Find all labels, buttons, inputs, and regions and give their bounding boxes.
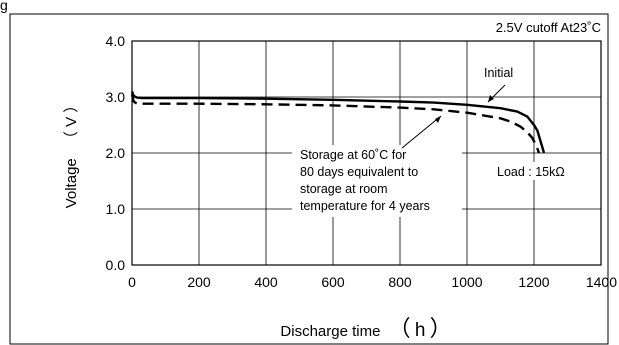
storage-leader-line	[401, 115, 442, 149]
x-axis-unit-close: ）	[430, 316, 452, 341]
storage-label-line-2: 80 days equivalent to	[300, 165, 418, 179]
y-axis-unit-open: （	[63, 131, 80, 146]
storage-label-line-3: storage at room	[300, 182, 388, 196]
y-tick-label: 4.0	[106, 33, 126, 49]
y-axis-unit-close: ）	[63, 98, 80, 113]
x-axis-unit: h	[415, 320, 426, 341]
x-tick-label: 1400	[586, 274, 617, 290]
initial-arrowhead	[488, 95, 494, 102]
x-tick-label: 800	[388, 274, 412, 290]
x-axis-unit-open: （	[389, 316, 411, 341]
x-tick-label: 600	[321, 274, 345, 290]
y-tick-label: 3.0	[106, 89, 126, 105]
initial-label-box	[480, 64, 522, 82]
x-tick-labels: 0 200 400 600 800 1000 1200 1400	[128, 274, 617, 290]
x-tick-label: 1200	[518, 274, 549, 290]
load-label: Load : 15kΩ	[497, 165, 565, 179]
x-axis-title: Discharge time （ h ）	[280, 316, 451, 341]
storage-label-line-4: temperature for 4 years	[300, 199, 430, 213]
y-axis-title: Voltage （ V ）	[63, 98, 80, 209]
chart-frame	[9, 13, 609, 345]
x-axis-label: Discharge time	[280, 323, 380, 340]
initial-label: Initial	[484, 66, 513, 80]
storage-label-line-1: Storage at 60˚C for	[300, 148, 406, 162]
x-tick-label: 0	[128, 274, 136, 290]
plot-area	[131, 40, 602, 266]
header-fragment: g	[0, 0, 8, 13]
storage-arrowhead	[435, 116, 441, 123]
y-axis-unit: V	[63, 117, 80, 127]
y-axis-label: Voltage	[63, 158, 80, 208]
storage-label-box	[292, 145, 462, 217]
y-tick-labels: 0.0 1.0 2.0 3.0 4.0	[106, 33, 126, 273]
x-tick-label: 200	[187, 274, 211, 290]
svg-text:Voltage （ V: Voltage （ V ）	[63, 98, 80, 209]
x-tick-label: 1000	[451, 274, 482, 290]
y-tick-label: 2.0	[106, 145, 126, 161]
y-tick-label: 0.0	[106, 257, 126, 273]
condition-label: 2.5V cutoff At23˚C	[496, 20, 601, 35]
initial-series-line	[130, 90, 546, 154]
load-label-box	[493, 162, 591, 180]
x-tick-label: 400	[254, 274, 278, 290]
y-tick-label: 1.0	[106, 201, 126, 217]
series-group	[130, 90, 546, 154]
storage-series-line	[130, 93, 541, 154]
